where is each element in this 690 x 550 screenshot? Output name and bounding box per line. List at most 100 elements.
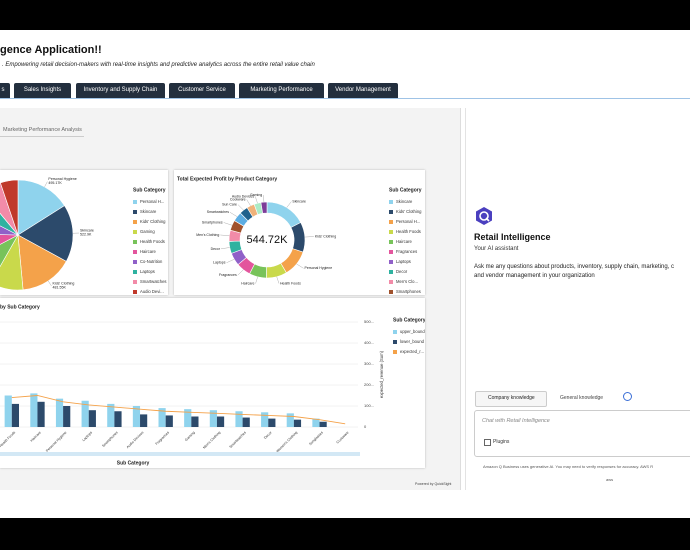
legend-title: Sub Category — [389, 187, 422, 193]
leader-line — [263, 195, 265, 203]
legend-label: Fragrances — [396, 249, 417, 254]
x-tick-label: Haircare — [30, 430, 42, 442]
legend-label: Skincare — [396, 199, 413, 204]
leader-line — [229, 212, 238, 217]
x-tick-label: Smartwatches — [228, 430, 247, 449]
x-tick-label: Women's Clothing — [275, 430, 298, 453]
tab[interactable]: Customer Service — [169, 83, 235, 98]
legend-swatch — [133, 230, 137, 234]
assistant-title: Retail Intelligence — [474, 232, 551, 242]
y-tick-label: 300... — [364, 361, 374, 366]
plugins-label[interactable]: Plugins — [493, 439, 510, 445]
bar — [216, 416, 225, 427]
legend-label: Kids' Clothing — [140, 219, 166, 224]
legend-label: Personal H... — [140, 199, 164, 204]
legend-label: Skincare — [140, 209, 157, 214]
y-tick-label: 100... — [364, 403, 374, 408]
bar — [107, 403, 115, 427]
legend-label: Health Foods — [396, 229, 421, 234]
leader-line — [44, 181, 48, 187]
legend-label: Gaming — [140, 229, 155, 234]
tab-underline — [0, 98, 690, 99]
assistant-description: Ask me any questions about products, inv… — [474, 264, 674, 270]
bar — [261, 412, 269, 427]
outer-label: Cookware — [230, 197, 246, 201]
legend-title: Sub Category — [133, 187, 166, 193]
info-icon[interactable] — [623, 392, 632, 401]
outer-label: Sun Care — [222, 203, 237, 207]
slice-value: 495.17K — [48, 181, 62, 185]
x-tick-label: Fragrances — [155, 430, 171, 446]
bar — [114, 411, 122, 427]
chat-input[interactable] — [474, 410, 690, 457]
slice — [17, 234, 67, 291]
subtab[interactable]: Marketing Performance Analysis — [3, 127, 82, 133]
bar — [293, 419, 302, 427]
outer-label: Men's Clothing — [196, 233, 219, 237]
knowledge-tab[interactable]: Company knowledge — [488, 395, 535, 401]
bar — [158, 408, 166, 427]
donut-card: Total Expected Profit by Product Categor… — [174, 170, 425, 295]
bar — [140, 414, 148, 427]
legend-swatch — [389, 290, 393, 294]
pie-card: Personal Hygiene 495.17K Skincare 522.9K Kid… — [0, 170, 168, 295]
legend-swatch — [393, 330, 397, 334]
y-tick-label: 500... — [364, 319, 374, 324]
app-subtitle: . Empowering retail decision-makers with… — [2, 62, 315, 68]
legend-label: Smartwatches — [140, 279, 167, 284]
bar — [191, 416, 199, 427]
outer-label: Kids' Clothing — [315, 234, 336, 238]
legend-swatch — [133, 200, 137, 204]
legend-swatch — [389, 250, 393, 254]
tab[interactable]: Sales Insights — [14, 83, 71, 98]
outer-label: Audio Devices — [232, 194, 255, 198]
bar — [268, 418, 276, 427]
legend-swatch — [133, 290, 137, 294]
knowledge-tab-active[interactable] — [475, 391, 547, 407]
bar — [11, 403, 20, 427]
leader-line — [286, 201, 292, 208]
slice — [17, 179, 65, 236]
tab[interactable]: Inventory and Supply Chain — [76, 83, 165, 98]
legend-swatch — [389, 270, 393, 274]
outer-label: Gaming — [250, 193, 262, 197]
footer: Powered by QuickSight — [415, 482, 452, 486]
leader-line — [237, 204, 244, 211]
legend-label: Laptops — [396, 259, 411, 264]
legend-swatch — [133, 210, 137, 214]
app-title: gence Application!! — [0, 44, 102, 56]
slice — [0, 234, 19, 268]
bar — [81, 400, 89, 427]
legend-swatch — [133, 240, 137, 244]
legend-swatch — [389, 240, 393, 244]
outer-label: Smartphones — [202, 220, 223, 224]
bar — [63, 406, 71, 427]
x-tick-label: Gaming — [184, 431, 196, 443]
pie-chart: Personal Hygiene495.17KSkincare522.9KKid… — [0, 177, 167, 294]
outer-label: Personal Hygiene — [305, 266, 333, 270]
leader-line — [223, 222, 233, 226]
legend-label: Personal H... — [396, 219, 420, 224]
assistant-logo — [476, 207, 492, 225]
bar — [286, 413, 294, 427]
y-axis-label: expected_revenue (Sum) — [379, 350, 384, 398]
legend-swatch — [393, 350, 397, 354]
legend-swatch — [133, 270, 137, 274]
tab[interactable]: Vendor Management — [328, 83, 398, 98]
legend-label: Haircare — [140, 249, 156, 254]
legend-swatch — [133, 250, 137, 254]
scrollbar — [0, 452, 360, 456]
plugins-checkbox[interactable] — [484, 439, 491, 446]
assistant-description: and vendor management in your organizati… — [474, 273, 595, 279]
legend-swatch — [393, 340, 397, 344]
subtab-line — [0, 136, 84, 137]
outer-label: Haircare — [241, 282, 254, 286]
leader-line — [296, 263, 304, 269]
x-tick-label: Decor — [263, 430, 273, 440]
knowledge-tab[interactable]: General knowledge — [560, 395, 604, 401]
legend-swatch — [133, 260, 137, 264]
tab[interactable]: s — [0, 83, 10, 98]
legend-label: Audio Devi... — [140, 289, 164, 294]
tab[interactable]: Marketing Performance — [239, 83, 324, 98]
legend-label: Co-Nutrition — [140, 259, 163, 264]
